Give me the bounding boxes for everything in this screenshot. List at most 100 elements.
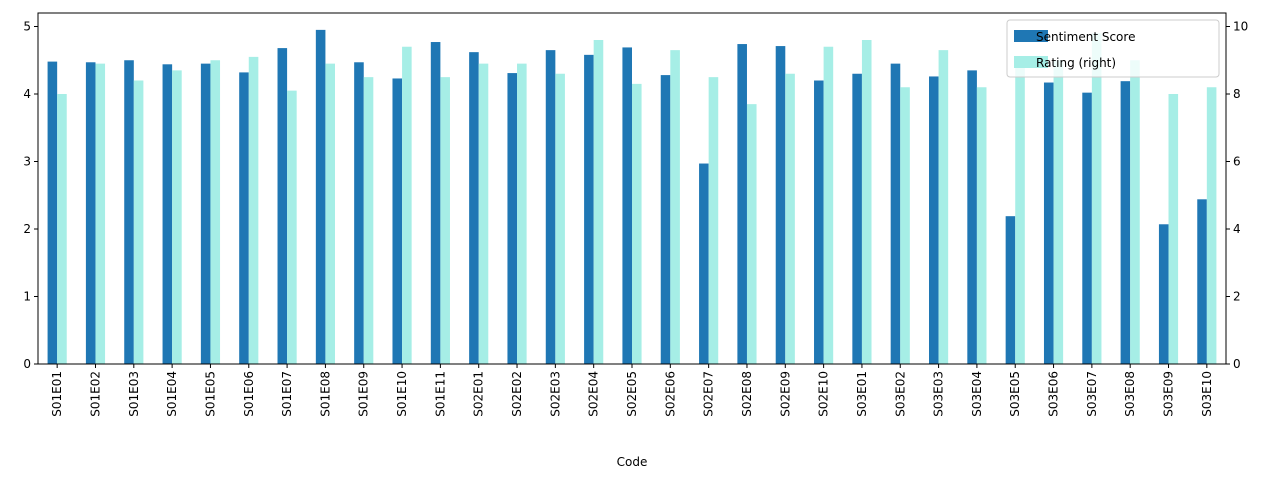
y-left-tick-label: 2 — [23, 222, 31, 236]
bar-rating-s02e06 — [670, 50, 680, 365]
bar-sentiment-score-s01e02 — [85, 62, 96, 364]
bar-sentiment-score-s03e10 — [1197, 199, 1207, 364]
bar-rating-s02e10 — [823, 46, 834, 364]
x-tick-label: S03E02 — [893, 371, 907, 417]
legend-swatch-sentiment-score — [1014, 30, 1048, 42]
bars-layer — [47, 29, 1217, 365]
bar-rating-s01e04 — [172, 70, 182, 364]
x-tick-label: S02E04 — [587, 371, 601, 417]
x-tick-label: S01E02 — [88, 371, 102, 417]
bar-rating-s03e06 — [1053, 60, 1064, 364]
x-tick-label: S01E05 — [203, 371, 217, 417]
legend: Sentiment Score Rating (right) — [1006, 19, 1220, 78]
legend-swatch-rating — [1014, 56, 1048, 68]
x-tick-label: S01E04 — [165, 371, 179, 417]
legend-box — [1006, 19, 1220, 78]
x-tick-label: S03E08 — [1123, 371, 1137, 417]
legend-label-rating: Rating (right) — [1036, 56, 1116, 70]
bar-sentiment-score-s01e06 — [239, 72, 249, 365]
x-tick-label: S03E06 — [1047, 371, 1061, 417]
bar-sentiment-score-s03e07 — [1082, 92, 1092, 365]
y-left-tick-label: 0 — [23, 357, 31, 371]
bar-sentiment-score-s02e09 — [775, 46, 786, 364]
bar-rating-s01e10 — [402, 46, 412, 364]
y-left-tick-label: 3 — [23, 155, 31, 169]
bar-rating-s03e04 — [976, 87, 987, 364]
bar-rating-s02e08 — [746, 104, 757, 365]
x-tick-label: S02E05 — [625, 371, 639, 417]
bar-rating-s03e03 — [938, 50, 949, 365]
bar-sentiment-score-s01e01 — [47, 61, 58, 364]
x-tick-label: S03E09 — [1162, 371, 1176, 417]
bar-rating-s02e03 — [555, 73, 565, 364]
bar-sentiment-score-s03e08 — [1120, 81, 1131, 365]
y-left-tick-label: 5 — [23, 20, 31, 34]
bar-sentiment-score-s02e04 — [584, 54, 594, 364]
y-right-tick-label: 2 — [1233, 290, 1241, 304]
bar-sentiment-score-s01e03 — [124, 60, 134, 364]
x-tick-label: S03E01 — [855, 371, 869, 417]
x-tick-label: S01E07 — [280, 371, 294, 417]
x-tick-label: S03E07 — [1085, 371, 1099, 417]
bar-rating-s03e08 — [1130, 60, 1140, 364]
x-tick-label: S01E11 — [433, 371, 447, 417]
bar-rating-s01e11 — [440, 77, 450, 365]
bar-sentiment-score-s01e05 — [200, 63, 211, 365]
bar-sentiment-score-s03e01 — [852, 73, 862, 364]
bar-rating-s02e04 — [593, 40, 604, 364]
bar-sentiment-score-s03e06 — [1043, 82, 1054, 364]
x-tick-label: S02E10 — [817, 371, 831, 417]
bar-rating-s02e05 — [632, 83, 642, 365]
x-tick-label: S02E01 — [472, 371, 486, 417]
y-right-tick-label: 10 — [1233, 20, 1248, 34]
bar-sentiment-score-s02e01 — [469, 52, 479, 365]
x-tick-label: S01E08 — [318, 371, 332, 417]
x-tick-label: S02E09 — [778, 371, 792, 417]
bar-sentiment-score-s01e11 — [430, 42, 441, 364]
x-tick-label: S03E03 — [932, 371, 946, 417]
bar-rating-s02e09 — [785, 73, 795, 364]
x-tick-label: S03E05 — [1008, 371, 1022, 417]
y-right-tick-label: 0 — [1233, 357, 1241, 371]
bar-rating-s01e07 — [287, 90, 297, 364]
bar-rating-s01e01 — [57, 94, 67, 364]
bar-sentiment-score-s01e09 — [354, 62, 364, 364]
axes-layer: 0 1 2 3 4 5 0 2 4 6 8 10 S01E01 S01E02 S01E03 S01E04 S01… — [23, 12, 1248, 417]
bar-rating-s03e10 — [1206, 87, 1217, 364]
x-tick-label: S02E02 — [510, 371, 524, 417]
bar-sentiment-score-s03e03 — [929, 76, 939, 364]
x-tick-label: S01E06 — [242, 371, 256, 417]
bar-rating-s01e05 — [210, 60, 221, 364]
x-tick-label: S01E01 — [50, 371, 64, 417]
bar-sentiment-score-s01e08 — [315, 29, 326, 365]
x-tick-label: S01E03 — [127, 371, 141, 417]
bar-sentiment-score-s01e10 — [392, 78, 403, 364]
y-left-tick-label: 4 — [23, 87, 31, 101]
bar-sentiment-score-s02e08 — [737, 44, 747, 365]
y-right-tick-label: 8 — [1233, 87, 1241, 101]
bar-sentiment-score-s03e09 — [1158, 224, 1169, 364]
x-tick-label: S03E10 — [1200, 371, 1214, 417]
bar-sentiment-score-s03e04 — [967, 70, 977, 364]
bar-rating-s03e02 — [900, 87, 910, 364]
x-tick-label: S02E07 — [702, 371, 716, 417]
x-tick-label: S01E09 — [357, 371, 371, 417]
bar-rating-s03e01 — [861, 40, 872, 364]
bar-rating-s03e05 — [1015, 60, 1025, 364]
bar-rating-s01e02 — [95, 63, 106, 365]
x-tick-label: S02E03 — [548, 371, 562, 417]
x-tick-label: S02E06 — [663, 371, 677, 417]
bar-rating-s02e07 — [708, 77, 719, 365]
y-right-tick-label: 4 — [1233, 222, 1241, 236]
bar-sentiment-score-s02e03 — [545, 50, 556, 365]
bar-sentiment-score-s02e07 — [699, 163, 709, 364]
bar-rating-s02e02 — [517, 63, 527, 365]
x-axis-title: Code — [617, 455, 648, 469]
bar-rating-s01e08 — [325, 63, 335, 365]
bar-rating-s03e09 — [1168, 94, 1179, 364]
bar-sentiment-score-s01e04 — [162, 64, 173, 365]
x-tick-label: S03E04 — [970, 371, 984, 417]
y-right-tick-label: 6 — [1233, 155, 1241, 169]
bar-sentiment-score-s02e10 — [814, 80, 824, 364]
